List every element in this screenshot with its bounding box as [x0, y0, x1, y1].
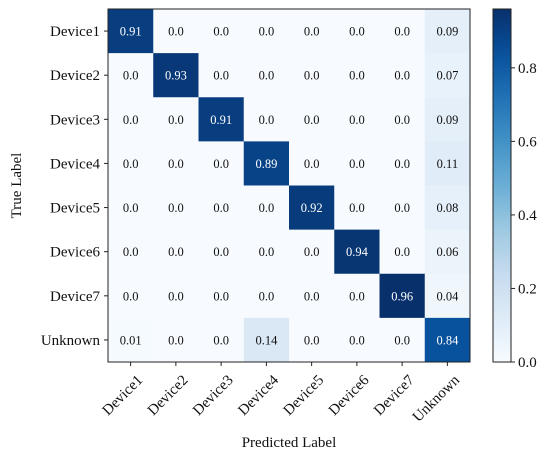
colorbar-tick-label-1: 0.2	[518, 281, 537, 297]
cell-value-label-r6-c5: 0.0	[349, 289, 365, 303]
y-tick-labels: Device1 Device2 Device3 Device4 Device5 Devic…	[41, 24, 108, 349]
cell-value-label-r3-c5: 0.0	[349, 157, 365, 171]
cell-value-label-r6-c2: 0.0	[213, 289, 229, 303]
cell-value-label-r7-c4: 0.0	[304, 333, 320, 347]
cell-value-label-r3-c1: 0.0	[168, 157, 184, 171]
x-tick-label-0: Device1	[100, 372, 147, 419]
cell-value-label-r2-c6: 0.0	[394, 113, 410, 127]
cell-value-label-r3-c6: 0.0	[394, 157, 410, 171]
cell-value-label-r3-c4: 0.0	[304, 157, 320, 171]
cell-value-label-r6-c1: 0.0	[168, 289, 184, 303]
cell-value-label-r0-c2: 0.0	[213, 25, 229, 39]
cell-value-label-r1-c5: 0.0	[349, 69, 365, 83]
cell-value-label-r3-c3: 0.89	[255, 157, 277, 171]
cell-value-label-r1-c4: 0.0	[304, 69, 320, 83]
y-axis-label: True Label	[9, 153, 25, 219]
cell-value-label-r1-c0: 0.0	[123, 69, 139, 83]
cell-value-label-r5-c5: 0.94	[346, 245, 369, 259]
cell-value-label-r4-c6: 0.0	[394, 201, 410, 215]
cell-value-label-r5-c2: 0.0	[213, 245, 229, 259]
cell-value-label-r7-c2: 0.0	[213, 333, 229, 347]
x-tick-label-2: Device3	[190, 372, 237, 419]
y-tick-label-0: Device1	[50, 24, 100, 40]
y-tick-label-6: Device7	[50, 289, 100, 305]
colorbar-tick-label-3: 0.6	[518, 134, 537, 150]
cell-value-label-r4-c0: 0.0	[123, 201, 139, 215]
colorbar-tick-label-4: 0.8	[518, 61, 537, 77]
cell-value-label-r0-c6: 0.0	[394, 25, 410, 39]
cell-value-label-r6-c4: 0.0	[304, 289, 320, 303]
cell-value-label-r4-c3: 0.0	[259, 201, 275, 215]
cell-value-label-r5-c1: 0.0	[168, 245, 184, 259]
y-tick-label-7: Unknown	[41, 333, 101, 349]
cell-value-label-r4-c4: 0.92	[301, 201, 323, 215]
cell-value-label-r1-c6: 0.0	[394, 69, 410, 83]
cell-value-label-r2-c1: 0.0	[168, 113, 184, 127]
cell-value-label-r2-c0: 0.0	[123, 113, 139, 127]
x-tick-labels: Device1Device2Device3Device4Device5Devic…	[100, 362, 464, 425]
x-tick-label-5: Device6	[326, 372, 373, 419]
cell-value-label-r7-c3: 0.14	[255, 333, 278, 347]
cell-value-label-r7-c5: 0.0	[349, 333, 365, 347]
cell-value-label-r2-c4: 0.0	[304, 113, 320, 127]
cell-value-label-r5-c4: 0.0	[304, 245, 320, 259]
cell-value-label-r5-c7: 0.06	[436, 245, 458, 259]
x-tick-label-1: Device2	[145, 372, 192, 419]
cell-value-label-r5-c3: 0.0	[259, 245, 275, 259]
colorbar	[493, 9, 511, 362]
cell-value-label-r0-c4: 0.0	[304, 25, 320, 39]
cell-value-label-r4-c1: 0.0	[168, 201, 184, 215]
cell-value-label-r3-c7: 0.11	[437, 157, 458, 171]
cell-value-label-r7-c1: 0.0	[168, 333, 184, 347]
x-tick-label-3: Device4	[235, 372, 282, 419]
cell-value-label-r4-c7: 0.08	[436, 201, 458, 215]
cell-value-label-r5-c0: 0.0	[123, 245, 139, 259]
cell-value-label-r0-c7: 0.09	[436, 25, 458, 39]
cell-value-label-r1-c2: 0.0	[213, 69, 229, 83]
colorbar-tick-label-2: 0.4	[518, 208, 537, 224]
cell-value-label-r2-c2: 0.91	[210, 113, 232, 127]
cell-value-label-r6-c7: 0.04	[436, 289, 459, 303]
cell-value-label-r0-c3: 0.0	[259, 25, 275, 39]
cell-value-label-r2-c7: 0.09	[436, 113, 458, 127]
cell-value-label-r6-c6: 0.96	[391, 289, 413, 303]
cell-value-label-r0-c1: 0.0	[168, 25, 184, 39]
cell-value-label-r3-c0: 0.0	[123, 157, 139, 171]
x-tick-label-7: Unknown	[410, 372, 464, 426]
cell-value-label-r1-c7: 0.07	[436, 69, 458, 83]
cell-value-label-r0-c5: 0.0	[349, 25, 365, 39]
cell-value-label-r4-c2: 0.0	[213, 201, 229, 215]
colorbar-ticks: 0.0 0.2 0.4 0.6 0.8	[511, 61, 537, 371]
x-axis-label: Predicted Label	[242, 435, 337, 451]
y-tick-label-4: Device5	[50, 201, 100, 217]
cell-value-label-r1-c1: 0.93	[165, 69, 187, 83]
y-tick-label-5: Device6	[50, 245, 100, 261]
cell-value-label-r3-c2: 0.0	[213, 157, 229, 171]
colorbar-tick-label-0: 0.0	[518, 355, 537, 371]
cell-value-label-r5-c6: 0.0	[394, 245, 410, 259]
y-tick-label-1: Device2	[50, 68, 100, 84]
cell-value-label-r6-c3: 0.0	[259, 289, 275, 303]
cell-value-label-r7-c7: 0.84	[436, 333, 459, 347]
cell-value-label-r2-c5: 0.0	[349, 113, 365, 127]
cell-value-label-r2-c3: 0.0	[259, 113, 275, 127]
y-tick-label-2: Device3	[50, 112, 100, 128]
cell-value-label-r7-c6: 0.0	[394, 333, 410, 347]
x-tick-label-4: Device5	[281, 372, 328, 419]
cell-value-label-r6-c0: 0.0	[123, 289, 139, 303]
cell-value-label-r7-c0: 0.01	[120, 333, 142, 347]
cell-value-label-r0-c0: 0.91	[120, 25, 142, 39]
cell-value-label-r1-c3: 0.0	[259, 69, 275, 83]
y-tick-label-3: Device4	[50, 156, 100, 172]
heatmap-cells: 0.91 0.0 0.0 0.0 0.0 0.0 0.0 0.09 0.0 0.93 0.0 0.0 0…	[108, 9, 471, 363]
cell-value-label-r4-c5: 0.0	[349, 201, 365, 215]
